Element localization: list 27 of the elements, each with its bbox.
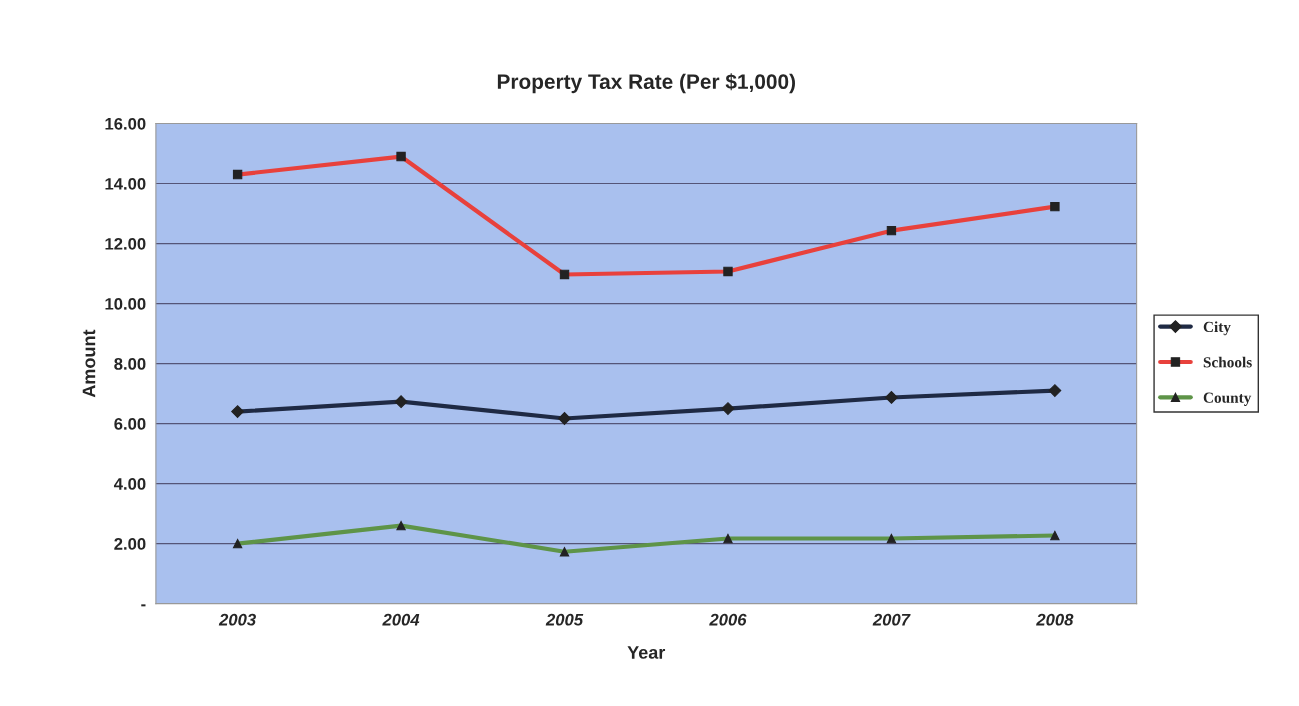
x-axis-title: Year [627, 646, 666, 659]
legend-label: County [1203, 392, 1252, 406]
y-tick-label: 2.00 [114, 538, 146, 550]
x-tick-label: 2003 [218, 613, 256, 626]
x-tick-label: 2005 [545, 613, 584, 626]
point [885, 391, 898, 404]
y-tick-label: 10.00 [105, 297, 146, 310]
y-tick-label: - [141, 604, 146, 607]
point [231, 405, 245, 419]
point [394, 395, 408, 409]
y-tick-label: 14.00 [105, 177, 146, 190]
point [1048, 384, 1062, 398]
legend-label: City [1203, 321, 1231, 336]
x-tick-label: 2008 [1036, 613, 1074, 626]
chart-title: Property Tax Rate (Per $1,000) [497, 73, 795, 94]
y-tick-label: 12.00 [105, 237, 146, 250]
y-tick-label: 8.00 [114, 357, 146, 370]
x-tick-label: 2004 [382, 613, 420, 626]
y-tick-label: 6.00 [114, 418, 146, 430]
point [721, 402, 735, 416]
point [558, 412, 571, 425]
y-axis-title: Amount [82, 329, 96, 398]
y-tick-label: 4.00 [113, 478, 146, 490]
legend-label: Schools [1203, 356, 1252, 368]
x-tick-label: 2006 [709, 613, 747, 626]
y-tick-label: 16.00 [105, 117, 146, 130]
x-tick-label: 2007 [872, 613, 911, 626]
